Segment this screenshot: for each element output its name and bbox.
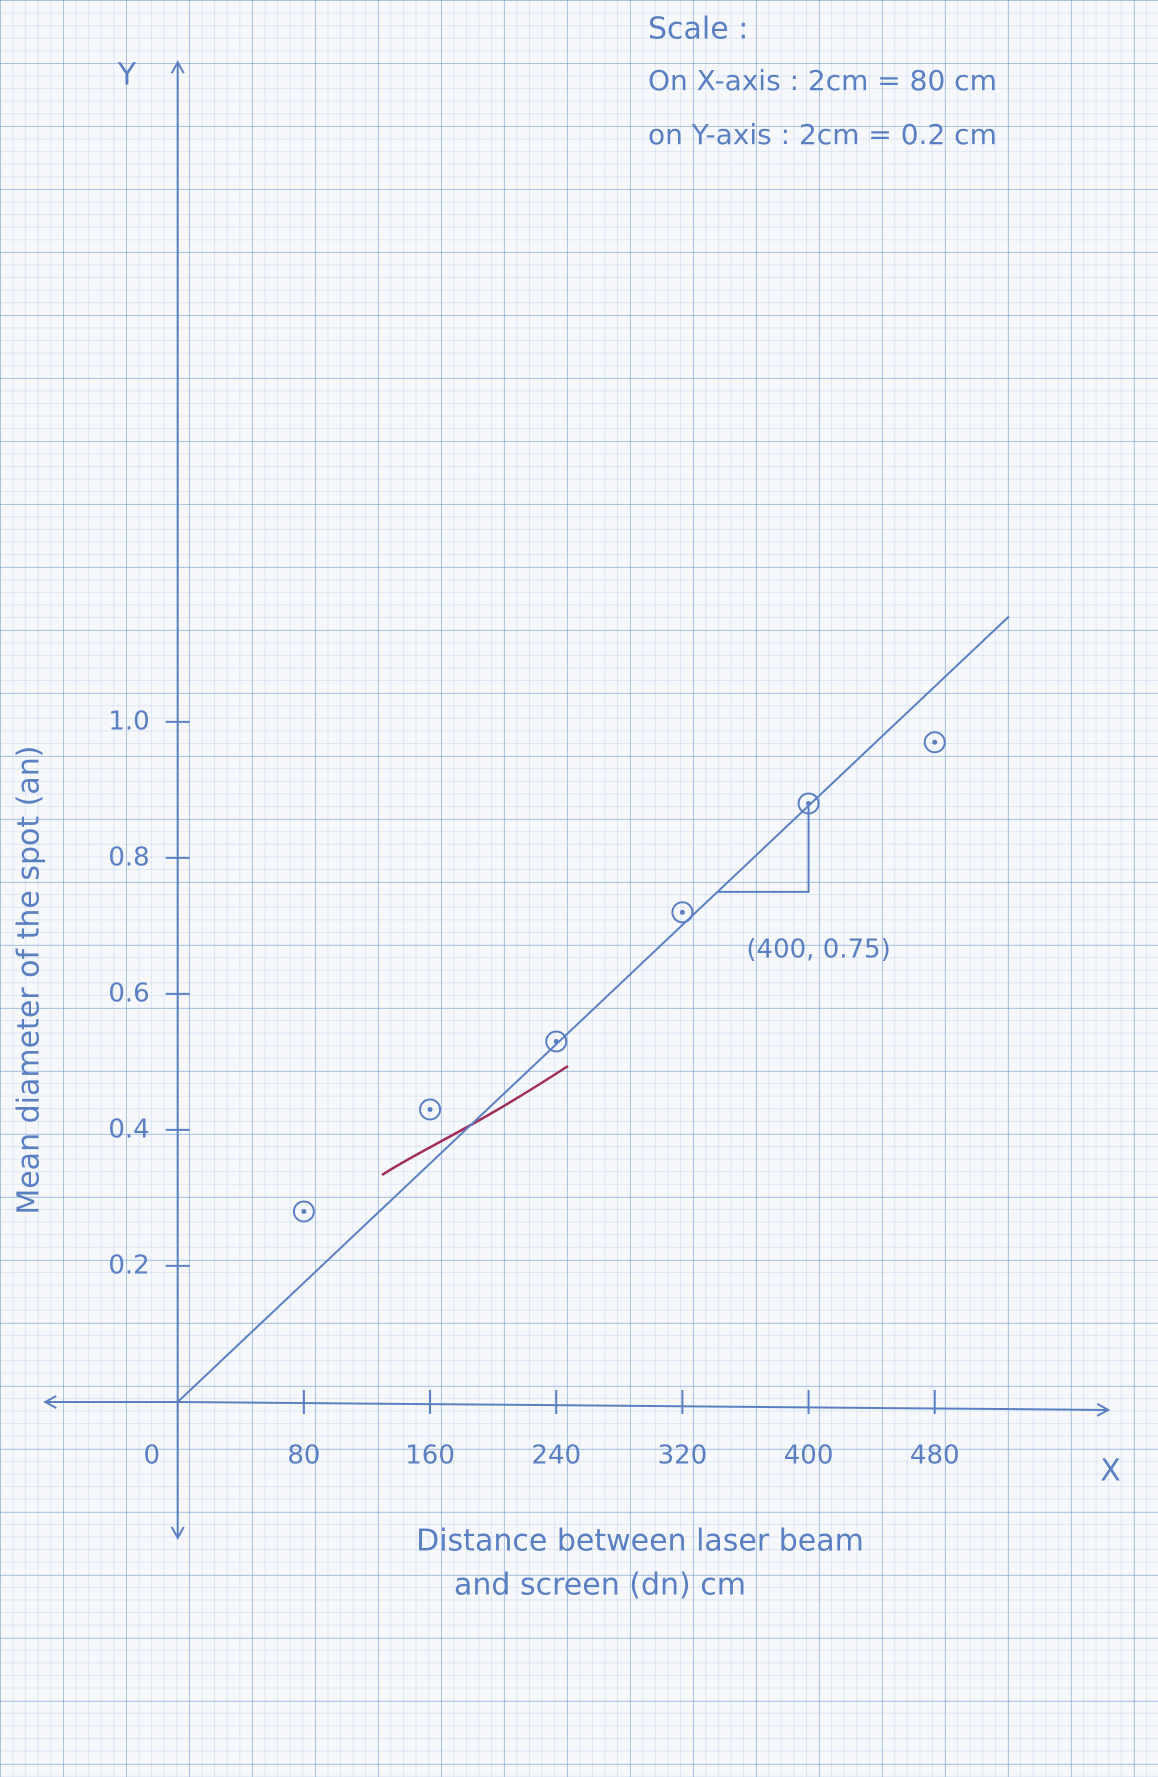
x-axis [177,1400,1109,1410]
x-tick-label: 400 [784,1440,834,1470]
x-tick-label: 480 [910,1440,960,1470]
point-ring [545,1030,568,1053]
x-axis-label: and screen (dn) cm [454,1567,746,1602]
slope-triangle [717,805,810,893]
point-dot [427,1107,433,1113]
data-point [923,731,946,754]
scale-title: Scale : [648,12,748,47]
x-tick-label: 320 [658,1440,708,1470]
y-axis-label: Mean diameter of the spot (an) [12,745,47,1214]
y-tick-label: 1.0 [108,706,149,736]
data-point [545,1030,568,1053]
x-axis-name: X [1100,1453,1121,1488]
y-tick-label: 0.2 [108,1250,149,1280]
data-point [292,1200,315,1223]
point-dot [553,1039,559,1045]
point-ring [292,1200,315,1223]
data-point [797,792,820,815]
data-point [419,1098,442,1121]
point-ring [671,901,694,924]
x-tick-label: 240 [531,1440,581,1470]
point-dot [932,739,938,745]
point-ring [923,731,946,754]
x-tick-label: 80 [287,1440,320,1470]
point-dot [301,1209,307,1215]
x-tick-label: 0 [143,1440,160,1470]
pen-stroke [381,1064,569,1177]
point-dot [679,909,685,915]
point-ring [797,792,820,815]
y-tick-label: 0.6 [108,978,149,1008]
annotation: (400, 0.75) [746,934,890,964]
scale-line: On X-axis : 2cm = 80 cm [648,64,997,97]
y-tick-label: 0.4 [108,1114,149,1144]
data-point [671,901,694,924]
point-dot [806,800,812,806]
y-axis-name: Y [117,58,137,93]
point-ring [419,1098,442,1121]
scale-line: on Y-axis : 2cm = 0.2 cm [648,118,997,151]
x-tick-label: 160 [405,1440,455,1470]
fit-line [177,615,1010,1403]
y-tick-label: 0.8 [108,842,149,872]
x-axis-label: Distance between laser beam [416,1523,864,1558]
